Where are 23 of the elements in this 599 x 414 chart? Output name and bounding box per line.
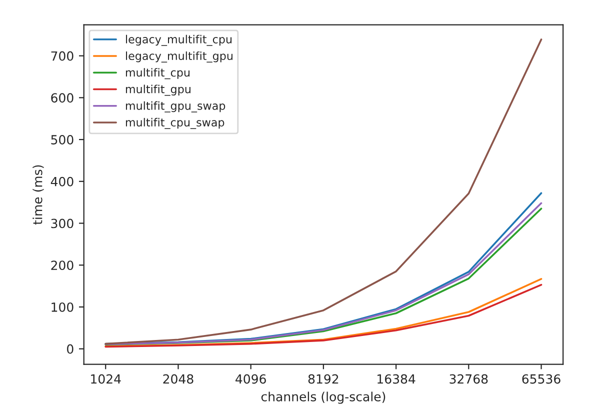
x-tick-label: 4096 (236, 374, 266, 384)
y-tick-label: 200 (51, 260, 74, 270)
y-tick-label: 700 (51, 51, 74, 61)
legend-label: legacy_multifit_cpu (126, 34, 232, 46)
x-tick-label: 8192 (308, 374, 338, 384)
legend-label: legacy_multifit_gpu (126, 51, 232, 63)
x-tick-label: 2048 (163, 374, 194, 384)
y-tick-label: 500 (51, 135, 74, 144)
y-axis-title: time (ms) (32, 165, 44, 225)
y-tick-label: 400 (50, 176, 74, 186)
x-tick-label: 65536 (522, 374, 560, 384)
y-tick-label: 600 (51, 93, 74, 103)
legend-label: multifit_cpu_swap (126, 118, 224, 129)
legend-label: multifit_gpu (126, 84, 190, 96)
y-tick-label: 0 (67, 344, 74, 354)
y-tick-label: 300 (51, 218, 74, 228)
legend-label: multifit_cpu (126, 68, 190, 80)
x-tick-label: 32768 (450, 374, 488, 384)
legend-label: multifit_gpu_swap (126, 101, 226, 112)
y-tick-label: 100 (52, 302, 74, 312)
x-axis-title: channels (log-scale) (261, 392, 386, 404)
x-tick-label: 1024 (91, 374, 121, 384)
x-tick-label: 16384 (378, 374, 416, 384)
